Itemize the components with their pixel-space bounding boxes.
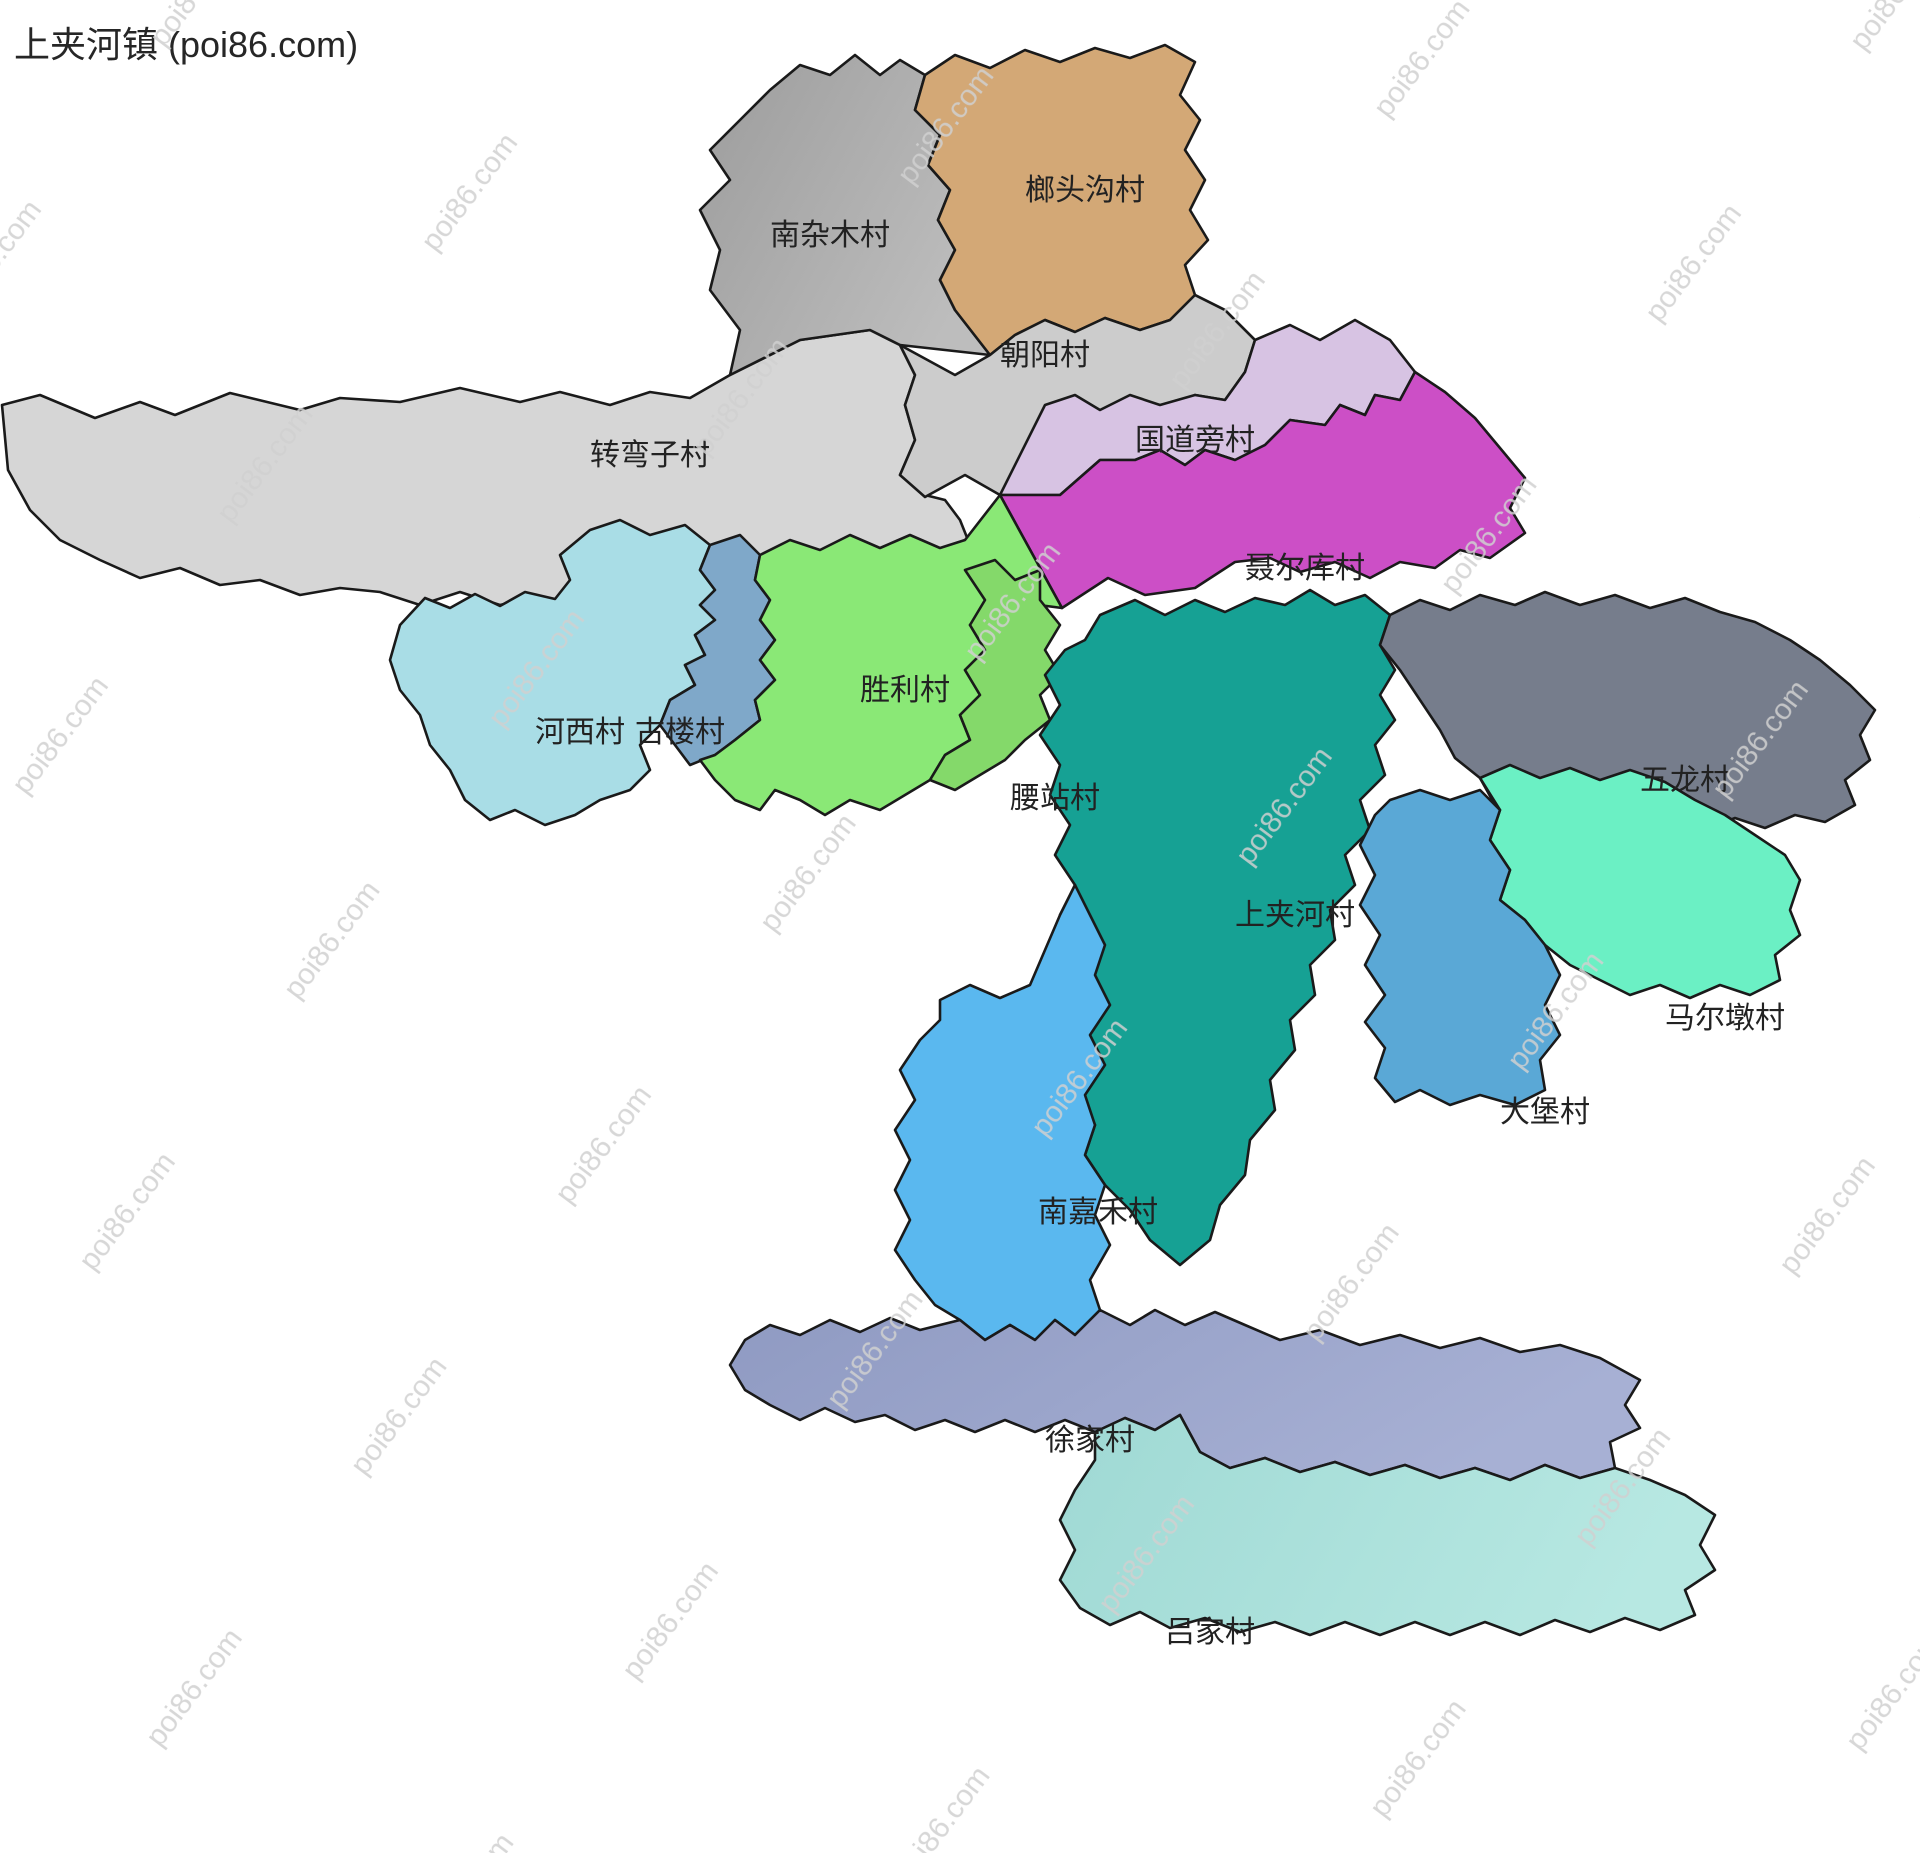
svg-text:吕家村: 吕家村 (1165, 1616, 1255, 1649)
svg-text:胜利村: 胜利村 (860, 674, 950, 707)
svg-text:河西村: 河西村 (535, 716, 625, 749)
svg-text:大堡村: 大堡村 (1500, 1096, 1590, 1129)
svg-text:聂尔库村: 聂尔库村 (1245, 552, 1365, 585)
svg-text:榔头沟村: 榔头沟村 (1025, 174, 1145, 207)
svg-text:南杂木村: 南杂木村 (770, 219, 890, 252)
svg-text:徐家村: 徐家村 (1045, 1424, 1135, 1457)
svg-text:南嘉禾村: 南嘉禾村 (1038, 1196, 1158, 1229)
svg-text:上夹河村: 上夹河村 (1235, 899, 1355, 932)
svg-text:腰站村: 腰站村 (1010, 782, 1100, 815)
svg-text:转弯子村: 转弯子村 (590, 439, 710, 472)
svg-text:国道旁村: 国道旁村 (1135, 424, 1255, 457)
svg-text:马尔墩村: 马尔墩村 (1665, 1002, 1785, 1035)
svg-text:五龙村: 五龙村 (1640, 764, 1730, 797)
svg-text:朝阳村: 朝阳村 (1000, 339, 1090, 372)
svg-text:古楼村: 古楼村 (635, 716, 725, 749)
